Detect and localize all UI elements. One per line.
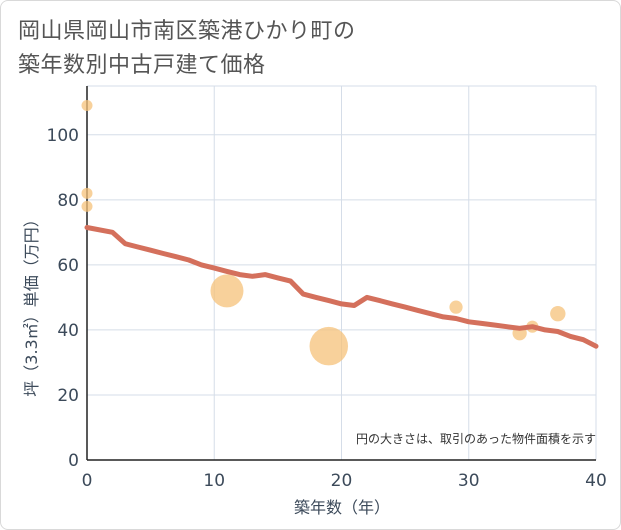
data-points xyxy=(81,100,566,366)
data-point xyxy=(81,100,93,112)
data-point xyxy=(210,274,244,308)
data-point xyxy=(309,326,349,366)
y-tick-label: 80 xyxy=(57,191,79,211)
data-point xyxy=(81,200,93,212)
trend-line xyxy=(84,225,599,349)
x-tick-label: 0 xyxy=(82,471,93,491)
trend-line-group xyxy=(84,225,599,349)
x-axis-title: 築年数（年） xyxy=(294,498,390,517)
y-tick-label: 100 xyxy=(47,126,79,146)
data-point xyxy=(449,300,463,314)
x-tick-label: 40 xyxy=(585,471,607,491)
y-tick-label: 60 xyxy=(57,256,79,276)
y-tick-label: 20 xyxy=(57,386,79,406)
x-tick-label: 30 xyxy=(458,471,480,491)
chart-title-line-1: 岡山県岡山市南区築港ひかり町の xyxy=(18,19,356,44)
y-tick-label: 0 xyxy=(68,451,79,471)
chart-title: 岡山県岡山市南区築港ひかり町の 築年数別中古戸建て価格 xyxy=(18,15,356,83)
grid-lines xyxy=(87,85,597,460)
tick-labels: 0 10 20 30 40 0 20 40 60 80 100 xyxy=(47,126,607,491)
x-tick-label: 10 xyxy=(203,471,225,491)
axes xyxy=(86,86,596,461)
data-point xyxy=(81,187,93,199)
y-tick-label: 40 xyxy=(57,321,79,341)
y-axis-title: 坪（3.3㎡）単価（万円） xyxy=(22,211,41,396)
x-tick-label: 20 xyxy=(331,471,353,491)
data-point xyxy=(550,305,566,322)
chart-title-line-2: 築年数別中古戸建て価格 xyxy=(18,53,266,78)
chart-note: 円の大きさは、取引のあった物件面積を示す xyxy=(356,431,596,446)
